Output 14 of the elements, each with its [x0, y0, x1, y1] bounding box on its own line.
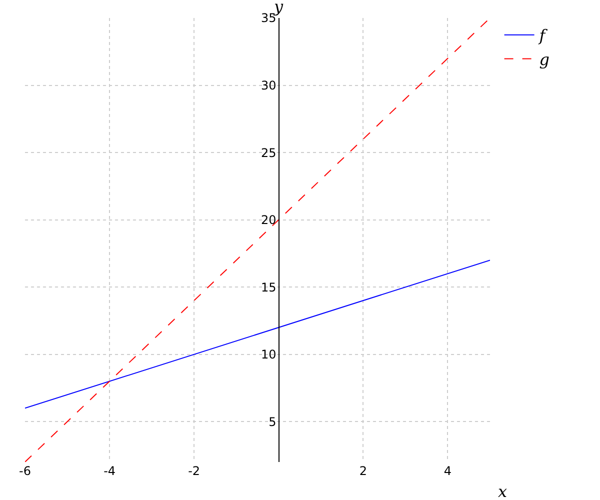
x-tick-label: -2 — [188, 464, 200, 478]
x-axis-title: x — [498, 482, 508, 500]
x-tick-label: -6 — [19, 464, 31, 478]
legend-label: f — [538, 26, 548, 46]
y-tick-label: 10 — [260, 348, 276, 362]
y-tick-label: 25 — [260, 146, 276, 160]
y-tick-label: 20 — [260, 213, 276, 228]
x-tick-label: 4 — [444, 464, 452, 478]
x-tick-label: 2 — [359, 464, 367, 478]
y-tick-label: 5 — [268, 414, 276, 429]
y-tick-label: 30 — [260, 78, 276, 92]
y-tick-label: 15 — [260, 280, 276, 294]
legend-label: g — [539, 50, 550, 69]
x-tick-label: -4 — [104, 464, 116, 478]
